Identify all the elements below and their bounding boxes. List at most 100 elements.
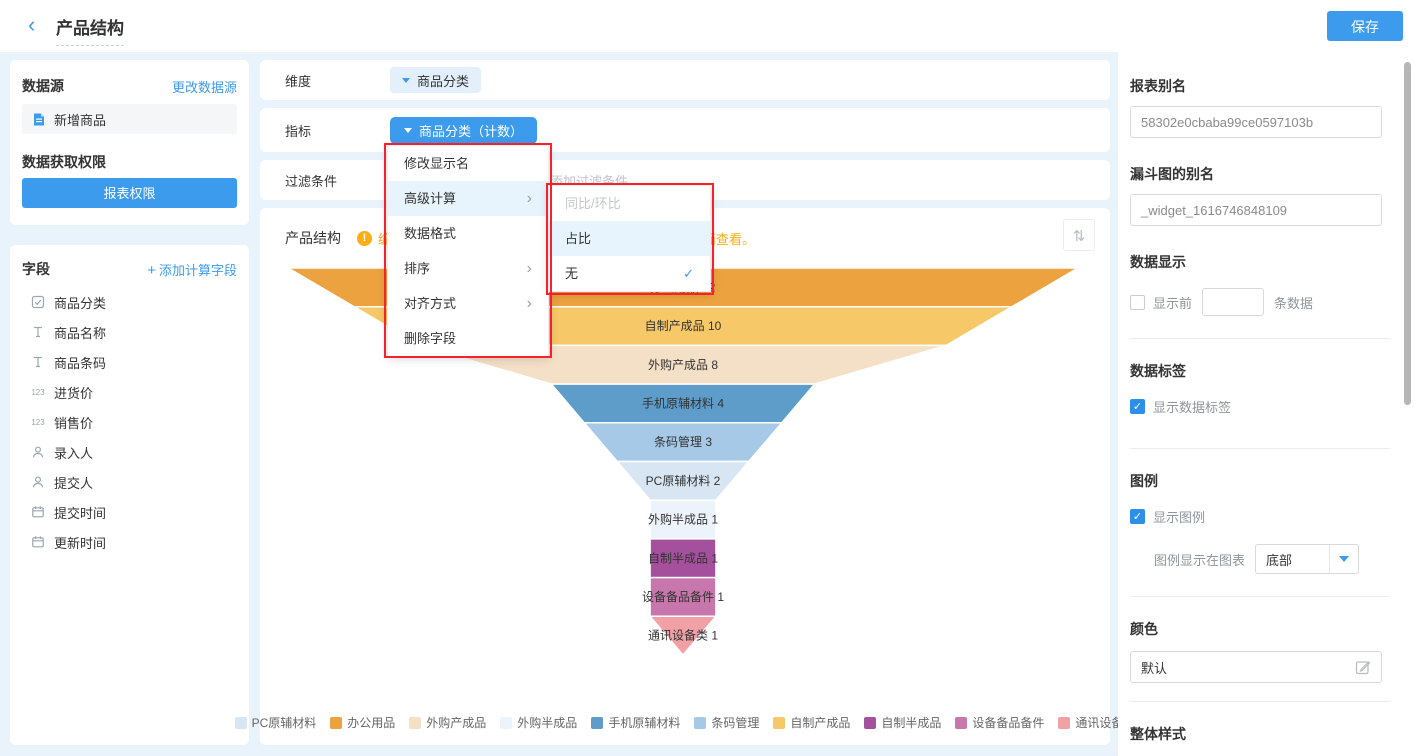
legend-label: 自制半成品 xyxy=(881,716,942,730)
menu-item[interactable]: 排序 › xyxy=(388,251,548,286)
data-permission-title: 数据获取权限 xyxy=(22,154,106,170)
show-data-label-checkbox[interactable] xyxy=(1130,399,1145,414)
legend-swatch xyxy=(694,716,707,729)
menu-item-label: 对齐方式 xyxy=(404,296,457,311)
divider xyxy=(1130,701,1390,702)
submenu-item-label: 无 xyxy=(565,266,579,281)
person-icon xyxy=(30,445,46,459)
legend-item[interactable]: PC原辅材料 xyxy=(234,714,317,731)
field-item[interactable]: 商品名称 xyxy=(22,317,237,347)
legend-item[interactable]: 外购产成品 xyxy=(409,714,486,731)
show-first-checkbox[interactable] xyxy=(1130,294,1145,310)
field-item[interactable]: 提交时间 xyxy=(22,497,237,527)
dimension-tag[interactable]: 商品分类 xyxy=(390,67,482,93)
divider xyxy=(1130,338,1390,339)
legend-label: 自制产成品 xyxy=(790,716,851,730)
menu-item[interactable]: 删除字段 xyxy=(388,321,548,356)
fields-list: 商品分类商品名称 商品条码 123 进货价 123 销售价录入人提交人 提交时间 更新时间 xyxy=(22,287,237,557)
person-icon xyxy=(30,475,46,489)
add-calc-field-link[interactable]: 添加计算字段 xyxy=(147,260,237,279)
top-bar: 产品结构 保存 xyxy=(0,0,1415,53)
field-item[interactable]: 录入人 xyxy=(22,437,237,467)
scrollbar-thumb[interactable] xyxy=(1404,62,1411,405)
legend-item[interactable]: 条码管理 xyxy=(694,714,759,731)
metric-label: 指标 xyxy=(285,123,312,139)
metric-tag-label: 商品分类（计数） xyxy=(419,124,524,139)
legend-position-label: 图例显示在图表 xyxy=(1154,552,1246,568)
menu-item[interactable]: 对齐方式 › xyxy=(388,286,548,321)
sort-button[interactable]: ⇅ xyxy=(1063,219,1095,251)
report-alias-title: 报表别名 xyxy=(1130,78,1186,94)
field-item[interactable]: 更新时间 xyxy=(22,527,237,557)
menu-item[interactable]: 数据格式 xyxy=(388,216,548,251)
funnel-alias-input[interactable]: _widget_1616746848109 xyxy=(1130,194,1382,226)
legend-swatch xyxy=(591,716,604,729)
field-item[interactable]: 123 进货价 xyxy=(22,377,237,407)
menu-item[interactable]: 修改显示名 xyxy=(388,146,548,181)
report-alias-input[interactable]: 58302e0cbaba99ce0597103b xyxy=(1130,106,1382,138)
legend-label: PC原辅材料 xyxy=(251,716,317,730)
legend-swatch xyxy=(773,716,786,729)
back-icon[interactable] xyxy=(28,13,35,37)
chevron-down-icon xyxy=(402,77,410,83)
plus-icon xyxy=(147,263,159,278)
legend-swatch xyxy=(409,716,422,729)
dimension-tag-label: 商品分类 xyxy=(417,73,470,89)
legend-label: 设备备品备件 xyxy=(972,716,1045,730)
color-value: 默认 xyxy=(1141,660,1168,676)
show-first-count-input[interactable] xyxy=(1202,288,1265,316)
field-label: 录入人 xyxy=(54,445,94,461)
fields-title: 字段 xyxy=(22,261,50,277)
funnel-alias-title: 漏斗图的别名 xyxy=(1130,166,1214,182)
advanced-calc-submenu: 同比/环比 占比无 ✓ xyxy=(548,185,711,292)
color-field[interactable]: 默认 xyxy=(1130,651,1382,683)
menu-item-label: 删除字段 xyxy=(404,331,457,346)
show-legend-checkbox[interactable] xyxy=(1130,509,1145,524)
filter-label: 过滤条件 xyxy=(285,173,338,189)
select-icon xyxy=(30,295,46,309)
datasource-item-label: 新增商品 xyxy=(54,112,107,128)
divider xyxy=(1130,448,1390,449)
menu-item-label: 高级计算 xyxy=(404,191,457,206)
legend-title: 图例 xyxy=(1130,473,1158,489)
legend-item[interactable]: 办公用品 xyxy=(330,714,395,731)
chevron-down-icon[interactable] xyxy=(1329,545,1358,573)
change-datasource-link[interactable]: 更改数据源 xyxy=(171,79,237,95)
legend-position-select[interactable]: 底部 xyxy=(1255,544,1360,574)
number-icon: 123 xyxy=(31,417,45,427)
edit-icon[interactable] xyxy=(1355,659,1371,675)
data-display-title: 数据显示 xyxy=(1130,254,1186,270)
submenu-item-label: 同比/环比 xyxy=(565,196,621,211)
submenu-item[interactable]: 占比 xyxy=(549,221,710,256)
check-icon: ✓ xyxy=(683,266,694,281)
text-icon xyxy=(30,355,46,369)
legend-label: 手机原辅材料 xyxy=(608,716,681,730)
funnel-segment[interactable] xyxy=(648,615,718,657)
legend-swatch xyxy=(864,716,877,729)
chevron-right-icon: › xyxy=(526,190,532,207)
show-first-label: 显示前 xyxy=(1153,295,1193,311)
legend-item[interactable]: 设备备品备件 xyxy=(955,714,1044,731)
legend-item[interactable]: 自制产成品 xyxy=(773,714,850,731)
submenu-item[interactable]: 无 ✓ xyxy=(549,256,710,291)
legend-item[interactable]: 手机原辅材料 xyxy=(591,714,680,731)
datasource-item[interactable]: 新增商品 xyxy=(22,104,237,134)
funnel-data-label: 手机原辅材料 4 xyxy=(642,396,724,410)
menu-item[interactable]: 高级计算 › xyxy=(388,181,548,216)
field-item[interactable]: 商品条码 xyxy=(22,347,237,377)
show-data-label-text: 显示数据标签 xyxy=(1153,400,1232,415)
chart-title: 产品结构 xyxy=(285,230,341,246)
report-permission-button[interactable]: 报表权限 xyxy=(22,178,237,208)
legend-item[interactable]: 自制半成品 xyxy=(864,714,941,731)
legend-item[interactable]: 外购半成品 xyxy=(500,714,577,731)
submenu-item[interactable]: 同比/环比 xyxy=(549,186,710,221)
save-button[interactable]: 保存 xyxy=(1327,11,1403,41)
field-label: 商品分类 xyxy=(54,295,107,311)
field-item[interactable]: 123 销售价 xyxy=(22,407,237,437)
field-item[interactable]: 提交人 xyxy=(22,467,237,497)
date-icon xyxy=(30,505,46,519)
field-item[interactable]: 商品分类 xyxy=(22,287,237,317)
funnel-data-label: 通讯设备类 1 xyxy=(648,629,718,643)
metric-tag[interactable]: 商品分类（计数） xyxy=(390,117,538,144)
